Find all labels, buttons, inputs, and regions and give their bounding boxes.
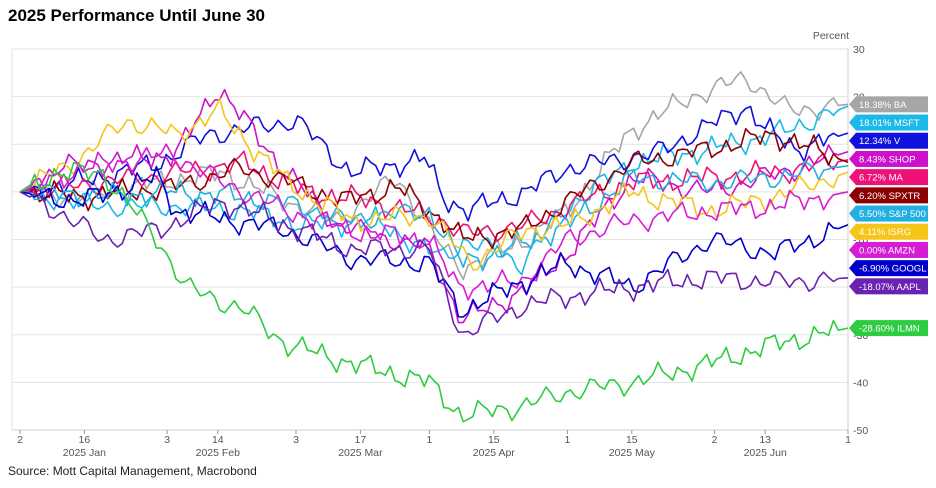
x-tick-label: 2 xyxy=(17,434,23,446)
series-line-msft xyxy=(19,105,849,276)
end-label-pointer xyxy=(849,96,856,113)
end-label-ilmn: -28.60% ILMN xyxy=(849,320,928,337)
series-line-googl xyxy=(19,165,849,318)
y-axis-label: Percent xyxy=(813,30,849,42)
end-label-box xyxy=(856,187,928,204)
end-label-pointer xyxy=(849,320,856,337)
series-line-ma xyxy=(19,150,849,242)
x-tick-label: 1 xyxy=(426,434,432,446)
end-label-box xyxy=(856,278,928,295)
grid-lines xyxy=(11,48,849,431)
end-label-text: 12.34% V xyxy=(859,136,901,147)
end-label-s-p-500: 5.50% S&P 500 xyxy=(849,205,928,222)
end-label-box xyxy=(856,150,928,167)
end-label-box xyxy=(856,223,928,240)
end-label-box xyxy=(856,132,928,149)
end-label-pointer xyxy=(849,150,856,167)
x-tick-label: 14 xyxy=(212,434,224,446)
y-tick-label: 30 xyxy=(853,44,865,56)
x-tick-label: 13 xyxy=(759,434,771,446)
series-line-ba xyxy=(19,71,849,281)
end-label-box xyxy=(856,205,928,222)
series-line-amzn xyxy=(19,143,849,301)
end-label-pointer xyxy=(849,187,856,204)
end-label-googl: -6.90% GOOGL xyxy=(849,260,928,277)
x-month-label: 2025 Jan xyxy=(63,447,106,459)
series-line-ilmn xyxy=(19,162,849,423)
end-label-ma: 6.72% MA xyxy=(849,169,928,186)
end-label-text: 6.72% MA xyxy=(859,173,903,184)
series-line-aapl xyxy=(19,191,849,336)
end-label-aapl: -18.07% AAPL xyxy=(849,278,928,295)
end-label-pointer xyxy=(849,114,856,131)
end-label-box xyxy=(856,114,928,131)
end-label-shop: 8.43% SHOP xyxy=(849,150,928,167)
end-label-pointer xyxy=(849,132,856,149)
x-tick-label: 3 xyxy=(293,434,299,446)
x-month-label: 2025 May xyxy=(609,447,656,459)
series-line-isrg xyxy=(19,97,849,271)
x-month-label: 2025 Feb xyxy=(196,447,241,459)
end-label-text: -6.90% GOOGL xyxy=(859,264,927,275)
end-label-text: 18.01% MSFT xyxy=(859,118,920,129)
y-tick-label: -40 xyxy=(853,377,868,389)
x-tick-label: 17 xyxy=(355,434,367,446)
x-tick-label: 15 xyxy=(488,434,500,446)
x-tick-label: 16 xyxy=(79,434,91,446)
end-label-spxtr: 6.20% SPXTR xyxy=(849,187,928,204)
chart-title: 2025 Performance Until June 30 xyxy=(8,6,266,25)
x-tick-label: 15 xyxy=(626,434,638,446)
end-label-text: -28.60% ILMN xyxy=(859,324,920,335)
x-month-label: 2025 Jun xyxy=(744,447,787,459)
end-label-box xyxy=(856,96,928,113)
end-label-pointer xyxy=(849,205,856,222)
x-month-label: 2025 Apr xyxy=(473,447,516,459)
end-label-pointer xyxy=(849,169,856,186)
end-label-box xyxy=(856,169,928,186)
end-label-v: 12.34% V xyxy=(849,132,928,149)
end-label-box xyxy=(856,241,928,258)
end-label-pointer xyxy=(849,241,856,258)
end-label-msft: 18.01% MSFT xyxy=(849,114,928,131)
x-tick-label: 1 xyxy=(564,434,570,446)
end-label-text: 0.00% AMZN xyxy=(859,245,915,256)
end-label-ba: 18.38% BA xyxy=(849,96,928,113)
end-label-amzn: 0.00% AMZN xyxy=(849,241,928,258)
end-label-text: 18.38% BA xyxy=(859,100,907,111)
end-label-text: 8.43% SHOP xyxy=(859,154,916,165)
end-label-isrg: 4.11% ISRG xyxy=(849,223,928,240)
end-label-pointer xyxy=(849,223,856,240)
end-label-pointer xyxy=(849,278,856,295)
series-lines xyxy=(19,71,849,423)
source-note: Source: Mott Capital Management, Macrobo… xyxy=(8,464,257,478)
x-tick-label: 2 xyxy=(712,434,718,446)
x-month-label: 2025 Mar xyxy=(338,447,383,459)
y-tick-label: -50 xyxy=(853,425,868,437)
end-label-text: -18.07% AAPL xyxy=(859,282,921,293)
end-label-text: 4.11% ISRG xyxy=(859,227,911,238)
x-tick-label: 3 xyxy=(164,434,170,446)
series-line-spxtr xyxy=(19,128,849,250)
end-label-box xyxy=(856,260,928,277)
x-tick-label: 1 xyxy=(845,434,851,446)
end-label-box xyxy=(856,320,928,337)
end-label-text: 5.50% S&P 500 xyxy=(859,209,926,220)
end-value-labels: 18.38% BA 18.01% MSFT 12.34% V 8.43% SHOP 6.… xyxy=(849,96,928,337)
end-label-text: 6.20% SPXTR xyxy=(859,191,920,202)
end-label-pointer xyxy=(849,260,856,277)
